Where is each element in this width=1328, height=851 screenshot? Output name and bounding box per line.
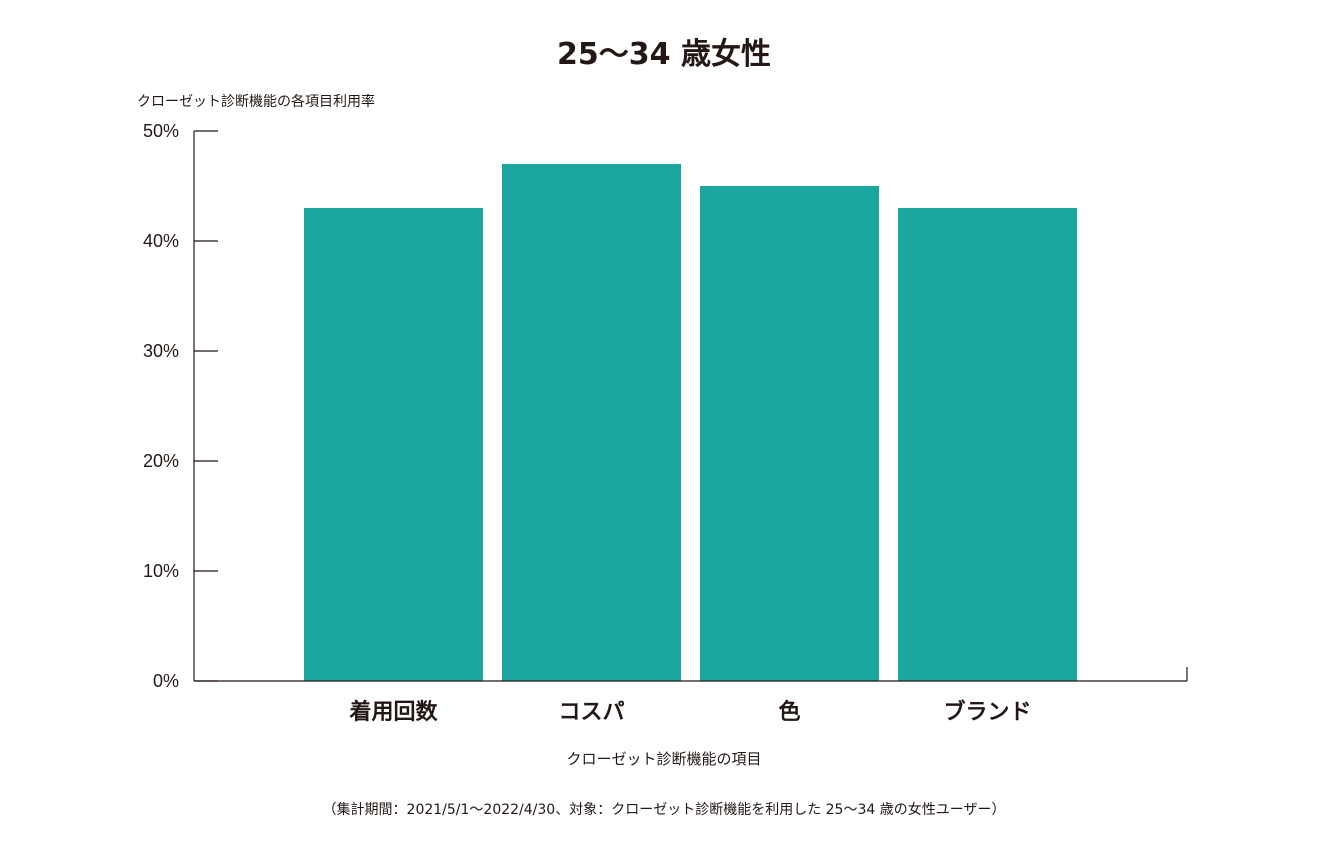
y-tick-label: 40% <box>143 231 179 251</box>
x-category-label: コスパ <box>558 700 624 725</box>
x-axis-label: クローゼット診断機能の項目 <box>566 750 761 768</box>
y-tick-label: 10% <box>143 561 179 581</box>
y-axis-label: クローゼット診断機能の各項目利用率 <box>137 93 375 110</box>
x-category-label: ブランド <box>943 699 1031 725</box>
bars-group <box>304 164 1077 681</box>
bar <box>700 186 879 681</box>
x-axis-categories: 着用回数 コスパ 色 ブランド <box>348 699 1031 725</box>
bar <box>898 208 1077 681</box>
y-tick-label: 0% <box>153 671 179 691</box>
chart-title: 25～34 歳女性 <box>557 37 771 72</box>
bar <box>304 208 483 681</box>
y-axis-ticks: 0% 10% 20% 30% 40% 50% <box>143 121 218 691</box>
x-category-label: 着用回数 <box>348 699 438 725</box>
bar <box>502 164 681 681</box>
y-tick-label: 30% <box>143 341 179 361</box>
y-tick-label: 50% <box>143 121 179 141</box>
y-tick-label: 20% <box>143 451 179 471</box>
footnote: （集計期間：2021/5/1～2022/4/30、対象：クローゼット診断機能を利… <box>323 801 1006 818</box>
x-category-label: 色 <box>778 699 800 725</box>
